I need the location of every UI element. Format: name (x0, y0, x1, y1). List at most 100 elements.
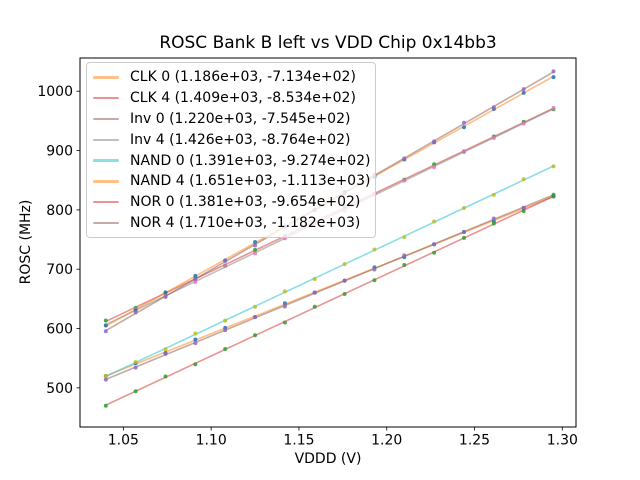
data-point-nor-0 (521, 209, 526, 214)
data-point-nand-0 (223, 318, 228, 323)
data-point-inv-0 (133, 365, 138, 370)
data-point-inv-0 (312, 290, 317, 295)
legend-entry-label: CLK 4 (1.409e+03, -8.534e+02) (130, 90, 356, 107)
data-point-inv-4 (402, 178, 407, 183)
data-point-inv-0 (432, 242, 437, 247)
data-point-nand-0 (402, 235, 407, 240)
data-point-inv-0 (282, 304, 287, 309)
data-point-inv-4 (432, 165, 437, 170)
data-point-nor-0 (223, 346, 228, 351)
data-point-nand-0 (193, 331, 198, 336)
data-point-nor-4 (432, 139, 437, 144)
data-point-nor-4 (133, 310, 138, 315)
data-point-nor-0 (103, 403, 108, 408)
legend-entry-label: NOR 0 (1.381e+03, -9.654e+02) (130, 194, 361, 211)
x-tick-label: 1.10 (196, 433, 227, 449)
legend-entry: NOR 0 (1.381e+03, -9.654e+02) (93, 192, 369, 213)
data-point-nand-4 (551, 75, 556, 80)
data-point-inv-4 (253, 251, 258, 256)
legend-line-swatch (93, 117, 119, 121)
data-point-inv-4 (551, 105, 556, 110)
x-tick-label: 1.20 (371, 433, 402, 449)
data-point-nor-4 (551, 69, 556, 74)
legend-entry: CLK 4 (1.409e+03, -8.534e+02) (93, 88, 369, 109)
data-point-clk-4 (253, 247, 258, 252)
data-point-nand-4 (521, 90, 526, 95)
x-tick-label: 1.05 (108, 433, 139, 449)
axis-ticks: 1.05 1.10 1.15 1.20 1.25 1.30 500 600 700 800 900 1… (37, 84, 578, 448)
data-point-nand-0 (521, 177, 526, 182)
legend-entry: NAND 4 (1.651e+03, -1.113e+03) (93, 171, 371, 192)
data-point-nand-0 (491, 192, 496, 197)
data-point-nor-4 (103, 329, 108, 334)
legend-entry: Inv 4 (1.426e+03, -8.764e+02) (93, 129, 369, 150)
data-point-clk-4 (103, 318, 108, 323)
data-point-nor-0 (282, 320, 287, 325)
data-point-inv-4 (223, 264, 228, 269)
legend-line-swatch (93, 159, 119, 162)
data-point-nor-4 (223, 258, 228, 263)
fit-line-nand-0 (105, 165, 555, 378)
data-point-nor-4 (521, 87, 526, 92)
legend-entry: NOR 4 (1.710e+03, -1.182e+03) (93, 213, 369, 234)
plot-frame (79, 57, 577, 428)
y-tick-label: 700 (46, 262, 73, 278)
y-tick-label: 600 (46, 322, 73, 338)
legend-entry-label: NOR 4 (1.710e+03, -1.182e+03) (130, 214, 361, 231)
data-point-nor-4 (491, 105, 496, 110)
data-point-nor-0 (432, 250, 437, 255)
data-point-inv-4 (491, 136, 496, 141)
data-point-nor-0 (133, 389, 138, 394)
data-point-nor-0 (312, 304, 317, 309)
data-point-inv-0 (103, 377, 108, 382)
chart-title: ROSC Bank B left vs VDD Chip 0x14bb3 (159, 33, 497, 53)
legend-entry-label: NAND 4 (1.651e+03, -1.113e+03) (130, 173, 371, 190)
data-point-nor-4 (461, 120, 466, 125)
data-point-nand-0 (253, 304, 258, 309)
legend-entry: Inv 0 (1.220e+03, -7.545e+02) (93, 109, 369, 130)
data-point-inv-4 (521, 121, 526, 126)
data-point-nand-0 (461, 205, 466, 210)
data-point-nor-4 (253, 243, 258, 248)
fit-line-inv-0 (105, 194, 555, 381)
data-point-nor-4 (193, 276, 198, 281)
x-tick-label: 1.30 (547, 433, 578, 449)
legend-entry: CLK 0 (1.186e+03, -7.134e+02) (93, 67, 369, 88)
data-point-inv-0 (223, 328, 228, 333)
data-point-nor-0 (402, 262, 407, 267)
data-point-nor-4 (163, 294, 168, 299)
data-point-nor-0 (193, 362, 198, 367)
data-point-nand-0 (342, 262, 347, 267)
legend-line-swatch (93, 76, 119, 79)
data-point-clk-0 (193, 337, 198, 342)
fit-line-nor-0 (105, 195, 555, 406)
data-point-nand-0 (551, 164, 556, 169)
x-tick-label: 1.15 (283, 433, 314, 449)
data-point-inv-0 (372, 267, 377, 272)
data-point-nor-0 (461, 235, 466, 240)
data-point-nand-4 (461, 125, 466, 130)
x-tick-label: 1.25 (459, 433, 490, 449)
data-point-inv-4 (193, 279, 198, 284)
y-tick-label: 500 (46, 381, 73, 397)
data-point-inv-0 (491, 216, 496, 221)
data-point-nor-0 (342, 292, 347, 297)
legend-entry-label: Inv 0 (1.220e+03, -7.545e+02) (130, 110, 351, 127)
data-point-nand-0 (432, 219, 437, 224)
data-point-inv-0 (253, 315, 258, 320)
series-nor-0 (103, 193, 556, 408)
legend-entry: NAND 0 (1.391e+03, -9.274e+02) (93, 150, 370, 171)
legend-box: CLK 0 (1.186e+03, -7.134e+02) CLK 4 (1.4… (86, 62, 376, 238)
data-point-nand-0 (103, 373, 108, 378)
y-axis-label: ROSC (MHz) (18, 199, 34, 285)
data-point-inv-0 (342, 278, 347, 283)
data-point-nand-0 (312, 276, 317, 281)
data-point-nand-4 (163, 290, 168, 295)
legend-entry-label: CLK 0 (1.186e+03, -7.134e+02) (130, 69, 356, 86)
data-point-inv-0 (402, 253, 407, 258)
x-axis-label: VDDD (V) (294, 451, 362, 467)
y-tick-label: 900 (46, 144, 73, 160)
data-point-inv-0 (163, 351, 168, 356)
